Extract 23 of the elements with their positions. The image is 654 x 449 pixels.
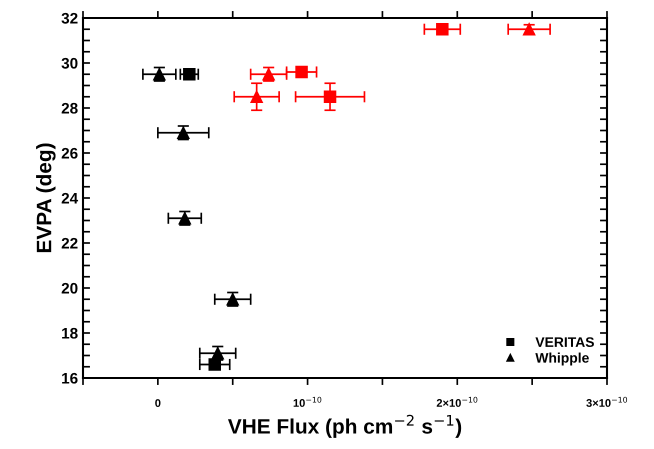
y-tick-label: 26 — [62, 148, 78, 159]
y-axis-title: EVPA (deg) — [36, 143, 56, 252]
legend-label: VERITAS — [535, 337, 594, 348]
x-tick-label: 2×10$^{−10}$ — [436, 396, 478, 407]
x-tick-label: 3×10$^{−10}$ — [586, 396, 628, 407]
point — [183, 68, 196, 80]
point — [324, 90, 336, 103]
x-tick-label: 10$^{−10}$ — [294, 396, 322, 407]
y-tick-label: 22 — [62, 238, 78, 249]
y-tick-label: 18 — [62, 328, 78, 339]
point — [295, 66, 308, 78]
point — [250, 90, 263, 103]
legend-label: Whipple — [535, 352, 589, 366]
point — [208, 358, 221, 371]
x-axis-title: VHE Flux (ph cm$^{−2}$ s$^{−1}$) — [228, 414, 462, 438]
x-tick-label: 0 — [155, 399, 160, 407]
point — [436, 23, 449, 36]
y-tick-label: 24 — [62, 192, 78, 204]
y-tick-label: 28 — [62, 102, 78, 114]
y-tick-label: 32 — [62, 12, 78, 24]
y-tick-label: 20 — [62, 282, 78, 294]
y-tick-label: 16 — [62, 372, 78, 384]
y-tick-label: 30 — [62, 58, 78, 69]
